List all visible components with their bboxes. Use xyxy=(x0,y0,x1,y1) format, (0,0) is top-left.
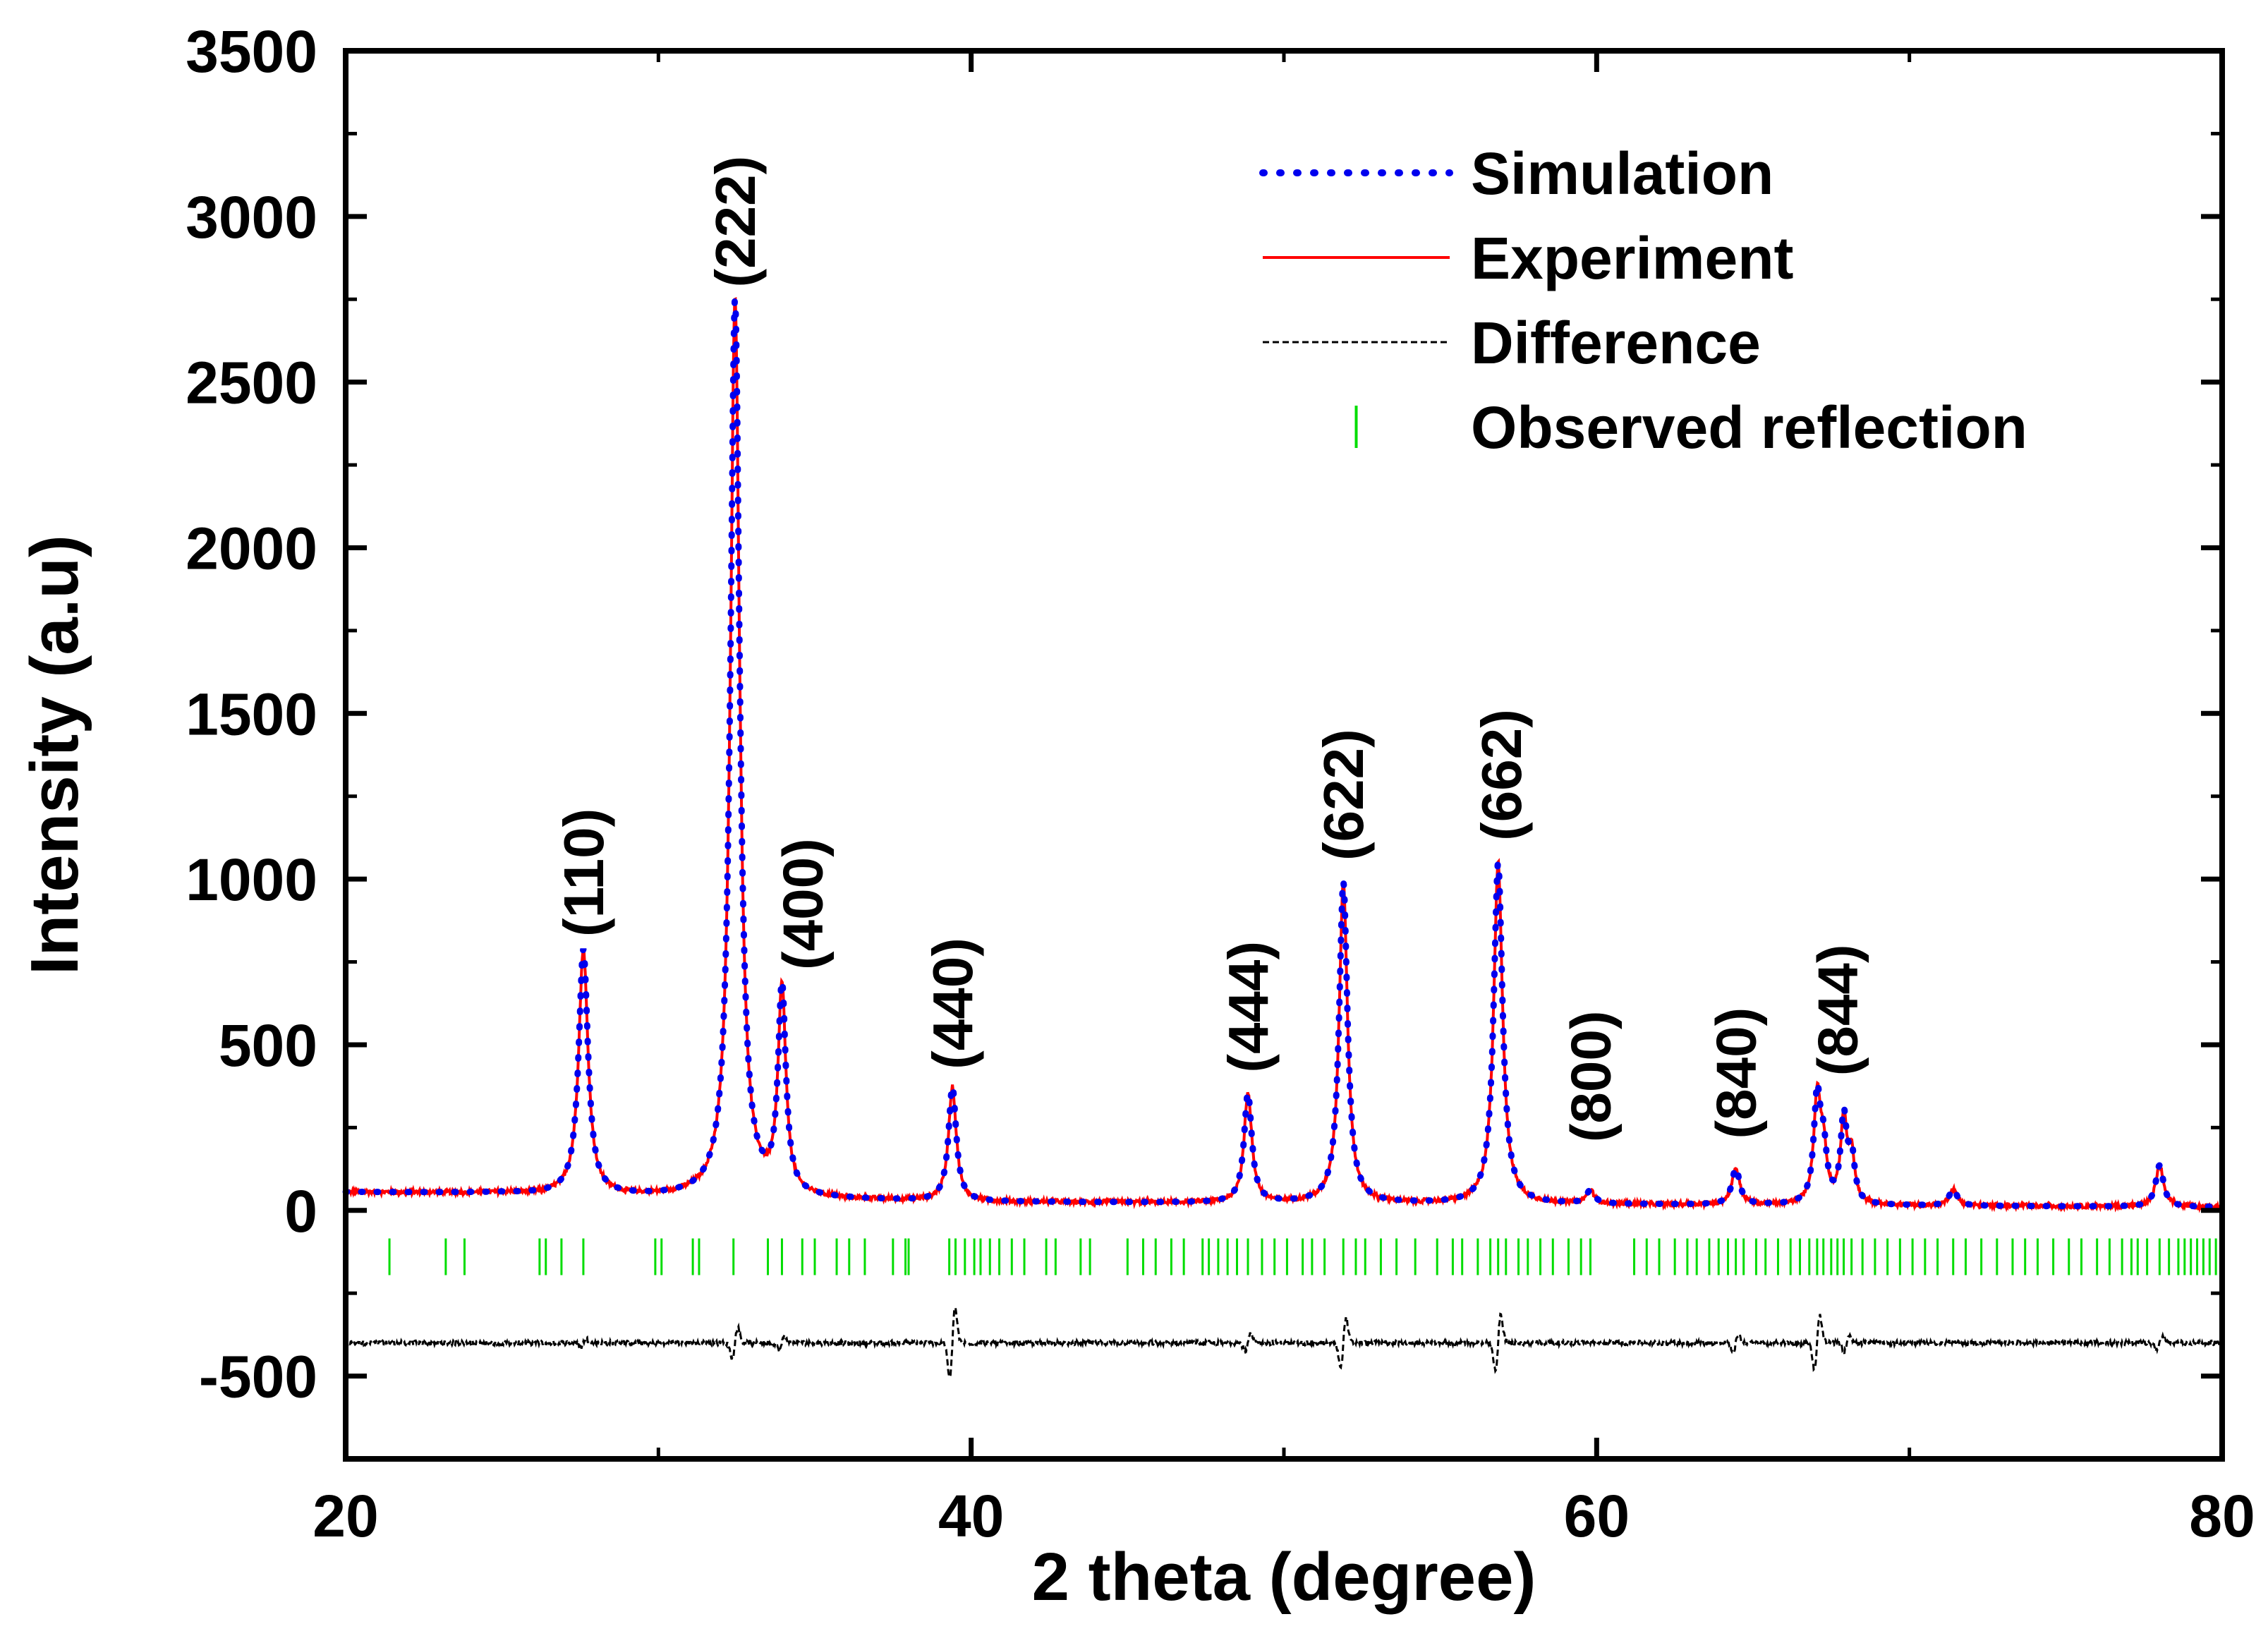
y-tick-label: -500 xyxy=(199,1344,317,1410)
peak-label: (400) xyxy=(771,838,834,970)
peak-label: (622) xyxy=(1312,729,1375,861)
y-tick-label: 3000 xyxy=(186,184,317,250)
legend-label: Experiment xyxy=(1471,225,1794,291)
y-axis-title: Intensity (a.u) xyxy=(17,535,92,975)
x-axis-title: 2 theta (degree) xyxy=(1032,1539,1536,1615)
peak-label: (440) xyxy=(921,938,984,1069)
peak-label: (840) xyxy=(1705,1007,1768,1139)
y-tick-label: 2500 xyxy=(186,350,317,416)
y-tick-label: 1500 xyxy=(186,681,317,747)
peak-label: (110) xyxy=(552,808,615,937)
peak-labels-layer: (110) (222) (400) (440) (444) (622) (662) (800)… xyxy=(552,156,1869,1142)
plot-frame xyxy=(343,48,2225,1462)
legend: Simulation Experiment Difference Observed r… xyxy=(1259,140,2027,461)
y-tick-label: 0 xyxy=(284,1178,317,1244)
peak-label: (844) xyxy=(1807,945,1869,1077)
x-tick-label: 80 xyxy=(2189,1483,2255,1549)
legend-label: Observed reflection xyxy=(1471,394,2027,461)
x-tick-label: 40 xyxy=(938,1483,1004,1549)
peak-label: (800) xyxy=(1559,1010,1622,1142)
x-tick-label: 20 xyxy=(313,1483,378,1549)
y-tick-label: 1000 xyxy=(186,847,317,913)
legend-label: Difference xyxy=(1471,310,1761,376)
peak-label: (662) xyxy=(1470,709,1533,841)
y-tick-label: 500 xyxy=(219,1012,317,1079)
peak-label: (444) xyxy=(1217,941,1280,1073)
observed-reflection-marks xyxy=(388,1238,2222,1275)
x-tick-label: 60 xyxy=(1564,1483,1630,1549)
y-tick-label: 3500 xyxy=(186,18,317,85)
series-layer xyxy=(342,297,2226,1379)
y-tick-label: 2000 xyxy=(186,515,317,581)
difference-series-line xyxy=(344,1306,2224,1379)
peak-label: (222) xyxy=(704,156,767,288)
axes-layer: -500 0 500 1000 1500 2000 2500 3000 3500 20 40 60 80… xyxy=(17,18,2255,1615)
legend-label: Simulation xyxy=(1471,140,1773,207)
simulation-series-line xyxy=(342,297,2226,1211)
